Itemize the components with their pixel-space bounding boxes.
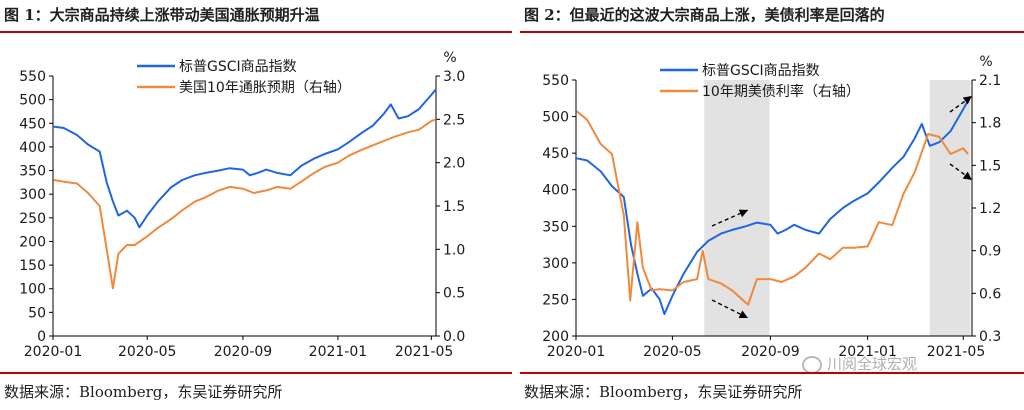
series-line [576,100,969,316]
right-tick-label: 0.9 [979,244,1001,260]
chart-panel-1: 图 1：大宗商品持续上涨带动美国通胀预期升温 0 50 100 150 200 250 30… [0,6,512,401]
x-tick-label: 2020-05 [643,344,702,360]
source-divider [520,372,1024,374]
right-tick-label: 1.0 [443,242,465,258]
left-tick-label: 200 [19,234,46,250]
left-tick-label: 500 [542,110,569,126]
right-tick-label: 0.6 [979,286,1001,302]
chart-2: 200 250 300 350 400 450 500 550 0.3 0.6 0.9 1.2 1.5 1… [542,54,1001,360]
right-tick-label: 2.5 [443,112,465,128]
chart-1: 0 50 100 150 200 250 300 350 400 450 500 550 0.0 0.5 1… [19,50,465,360]
x-tick-label: 2020-01 [24,344,83,360]
annotation-arrow [949,95,973,113]
x-tick-label: 2020-09 [214,344,273,360]
left-tick-label: 50 [28,305,46,321]
x-tick-label: 2021-05 [395,344,454,360]
right-axis-unit: % [443,50,456,66]
left-tick-label: 100 [19,282,46,298]
left-tick-label: 400 [542,183,569,199]
series-line [576,110,969,306]
right-tick-label: 1.5 [443,199,465,215]
x-tick-label: 2021-01 [309,344,368,360]
left-tick-label: 300 [19,187,46,203]
right-axis-unit: % [979,54,992,70]
legend-label: 标普GSCI商品指数 [179,59,297,75]
left-tick-label: 300 [542,256,569,272]
left-tick-label: 350 [19,164,46,180]
x-tick-label: 2020-05 [118,344,177,360]
right-tick-label: 1.2 [979,201,1001,217]
left-tick-label: 350 [542,219,569,235]
title-divider [0,31,512,33]
legend-label: 美国10年通胀预期（右轴） [179,80,351,96]
annotation-arrow [949,163,973,181]
right-tick-label: 2.0 [443,156,465,172]
left-tick-label: 450 [19,116,46,132]
left-tick-label: 550 [542,73,569,89]
shaded-period [929,80,971,336]
series-line [53,88,437,229]
source-note: 数据来源：Bloomberg，东吴证券研究所 [4,383,283,401]
right-tick-label: 0.5 [443,286,465,302]
right-tick-label: 2.1 [979,73,1001,89]
series-line [53,118,437,290]
left-tick-label: 250 [19,211,46,227]
legend-label: 10年期美债利率（右轴） [702,83,860,100]
x-tick-label: 2020-01 [547,344,606,360]
left-tick-label: 550 [19,69,46,85]
watermark: 川阅全球宏观 [802,353,917,374]
watermark-text: 川阅全球宏观 [827,355,918,373]
left-tick-label: 500 [19,93,46,109]
shaded-period [704,80,770,336]
left-tick-label: 150 [19,258,46,274]
left-tick-label: 250 [542,292,569,308]
chart-title: 图 1：大宗商品持续上涨带动美国通胀预期升温 [4,6,320,24]
right-tick-label: 3.0 [443,69,465,85]
left-tick-label: 200 [542,329,569,345]
left-tick-label: 450 [542,146,569,162]
right-tick-label: 1.5 [979,158,1001,174]
right-tick-label: 0.3 [979,329,1001,345]
legend-label: 标普GSCI商品指数 [702,63,820,79]
source-divider [0,372,512,374]
right-tick-label: 1.8 [979,116,1001,132]
x-tick-label: 2021-05 [927,344,986,360]
chart-panel-2: 图 2：但最近的这波大宗商品上涨，美债利率是回落的 200 250 300 350 40… [520,0,1024,410]
source-note: 数据来源：Bloomberg，东吴证券研究所 [524,383,803,401]
chart-title: 图 2：但最近的这波大宗商品上涨，美债利率是回落的 [524,6,885,24]
wechat-icon [802,355,822,374]
left-tick-label: 0 [37,329,46,345]
title-divider [520,31,1024,33]
left-tick-label: 400 [19,140,46,156]
x-tick-label: 2020-09 [741,344,800,360]
x-tick-label: 2021-01 [838,344,897,360]
right-tick-label: 0.0 [443,329,465,345]
